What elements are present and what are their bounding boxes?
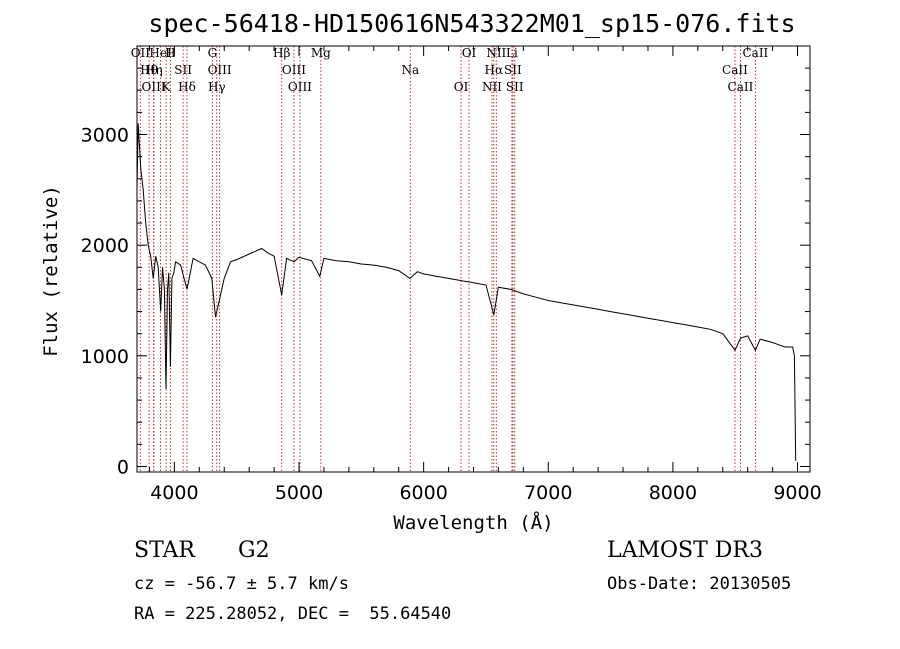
line-label: OI xyxy=(454,80,469,94)
x-tick-label: 4000 xyxy=(150,482,198,504)
line-label: Hη xyxy=(145,63,163,77)
line-label: Li xyxy=(506,46,518,60)
coordinates-text: RA = 225.28052, DEC = 55.64540 xyxy=(134,604,452,624)
line-label: H xyxy=(165,46,175,60)
line-label: Na xyxy=(401,63,419,77)
spectral-line-markers xyxy=(139,46,756,472)
line-label: NII xyxy=(486,46,506,60)
object-subclass: G2 xyxy=(238,538,270,563)
y-axis-label: Flux (relative) xyxy=(40,185,62,357)
spectrum-line xyxy=(136,123,797,461)
line-label: OIII xyxy=(282,63,306,77)
x-tick-label: 7000 xyxy=(524,482,572,504)
line-label: SII xyxy=(174,63,192,77)
line-label: OIII xyxy=(288,80,312,94)
object-class: STAR xyxy=(134,538,195,563)
line-label: Hδ xyxy=(178,80,196,94)
series-group xyxy=(136,123,797,461)
line-label: Hβ xyxy=(273,46,290,60)
line-label: G xyxy=(208,46,218,60)
line-label: Hα xyxy=(485,63,504,77)
x-tick-label: 8000 xyxy=(649,482,697,504)
line-label: Hθ xyxy=(140,63,158,77)
x-tick-label: 6000 xyxy=(399,482,447,504)
line-label: OIII xyxy=(142,80,166,94)
x-tick-label: 9000 xyxy=(773,482,821,504)
line-label: OIII xyxy=(208,63,232,77)
spectral-line-labels: OII Hθ OIII HeI Hη K H SII Hδ G OIII Hγ Hβ OIII OIII Mg… xyxy=(131,46,769,94)
redshift-text: cz = -56.7 ± 5.7 km/s xyxy=(134,574,349,594)
line-label: Mg xyxy=(311,46,331,60)
x-tick-label: 5000 xyxy=(275,482,323,504)
line-label: K xyxy=(162,80,172,94)
line-label: SII xyxy=(504,63,522,77)
y-tick-label: 3000 xyxy=(81,125,129,147)
survey-name: LAMOST DR3 xyxy=(607,538,763,563)
line-label: CaII xyxy=(742,46,768,60)
line-label: OI xyxy=(462,46,477,60)
y-tick-label: 0 xyxy=(117,456,129,478)
chart-title: spec-56418-HD150616N543322M01_sp15-076.f… xyxy=(148,9,795,38)
line-label: OII xyxy=(131,46,151,60)
line-label: Hγ xyxy=(208,80,226,94)
y-tick-label: 2000 xyxy=(81,235,129,257)
line-label: NII xyxy=(482,80,502,94)
line-label: HeI xyxy=(149,46,172,60)
y-tick-label: 1000 xyxy=(81,346,129,368)
line-label: CaII xyxy=(728,80,754,94)
x-axis-label: Wavelength (Å) xyxy=(393,511,553,534)
line-label: SII xyxy=(506,80,524,94)
axis-ticks: 4000 5000 6000 7000 8000 9000 0 1000 2000 3000 xyxy=(81,46,822,504)
line-label: CaII xyxy=(722,63,748,77)
obs-date-text: Obs-Date: 20130505 xyxy=(607,574,792,594)
